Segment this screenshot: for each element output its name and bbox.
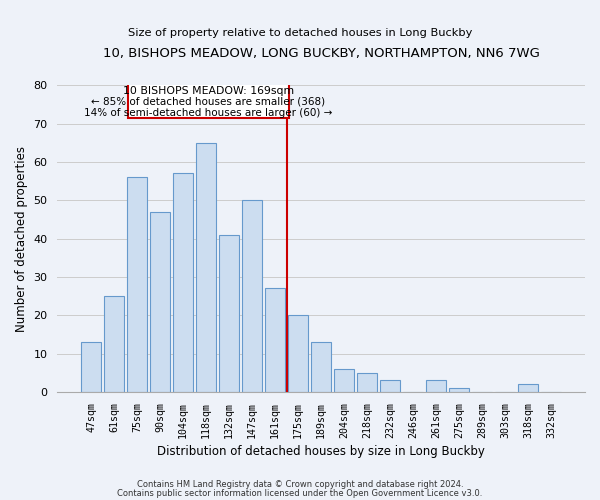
Y-axis label: Number of detached properties: Number of detached properties bbox=[15, 146, 28, 332]
Bar bbox=[265, 288, 285, 392]
Bar bbox=[449, 388, 469, 392]
Bar bbox=[196, 143, 216, 392]
Bar bbox=[311, 342, 331, 392]
Bar bbox=[173, 174, 193, 392]
Text: ← 85% of detached houses are smaller (368): ← 85% of detached houses are smaller (36… bbox=[91, 97, 326, 107]
Bar bbox=[242, 200, 262, 392]
Bar bbox=[289, 315, 308, 392]
Bar bbox=[104, 296, 124, 392]
Bar bbox=[518, 384, 538, 392]
Text: Contains HM Land Registry data © Crown copyright and database right 2024.: Contains HM Land Registry data © Crown c… bbox=[137, 480, 463, 489]
X-axis label: Distribution of detached houses by size in Long Buckby: Distribution of detached houses by size … bbox=[157, 444, 485, 458]
Text: Size of property relative to detached houses in Long Buckby: Size of property relative to detached ho… bbox=[128, 28, 472, 38]
Bar bbox=[220, 234, 239, 392]
Bar bbox=[334, 369, 354, 392]
Text: 14% of semi-detached houses are larger (60) →: 14% of semi-detached houses are larger (… bbox=[84, 108, 332, 118]
Bar bbox=[358, 372, 377, 392]
Bar bbox=[427, 380, 446, 392]
Bar bbox=[380, 380, 400, 392]
Text: 10 BISHOPS MEADOW: 169sqm: 10 BISHOPS MEADOW: 169sqm bbox=[123, 86, 294, 96]
Text: Contains public sector information licensed under the Open Government Licence v3: Contains public sector information licen… bbox=[118, 488, 482, 498]
Title: 10, BISHOPS MEADOW, LONG BUCKBY, NORTHAMPTON, NN6 7WG: 10, BISHOPS MEADOW, LONG BUCKBY, NORTHAM… bbox=[103, 48, 539, 60]
Bar bbox=[82, 342, 101, 392]
Bar bbox=[151, 212, 170, 392]
FancyBboxPatch shape bbox=[128, 82, 289, 118]
Bar bbox=[127, 177, 147, 392]
